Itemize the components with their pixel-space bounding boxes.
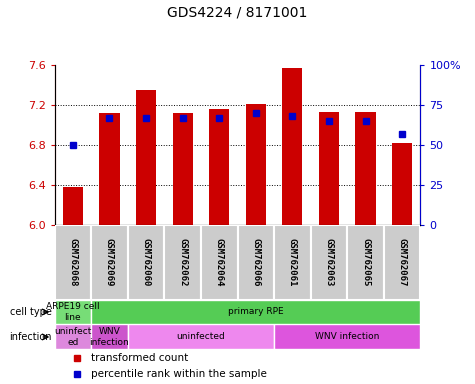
Bar [99,113,120,225]
Bar [201,225,238,300]
Bar [355,112,376,225]
Text: transformed count: transformed count [91,353,189,362]
Text: infection: infection [10,332,52,342]
Text: percentile rank within the sample: percentile rank within the sample [91,369,267,379]
Text: GSM762062: GSM762062 [178,238,187,286]
Text: GSM762067: GSM762067 [398,238,407,286]
Text: ARPE19 cell
line: ARPE19 cell line [46,302,100,322]
Bar [347,225,384,300]
Bar [164,225,201,300]
Bar [55,225,91,300]
Bar [274,324,420,349]
Bar [319,112,339,225]
Text: GSM762061: GSM762061 [288,238,297,286]
Bar [63,187,83,225]
Bar [136,90,156,225]
Text: WNV infection: WNV infection [315,333,380,341]
Bar [246,104,266,225]
Bar [384,225,420,300]
Bar [128,225,164,300]
Text: GDS4224 / 8171001: GDS4224 / 8171001 [167,6,308,20]
Bar [128,324,274,349]
Text: GSM762066: GSM762066 [251,238,260,286]
Bar [238,225,274,300]
Text: GSM762063: GSM762063 [324,238,333,286]
Text: GSM762064: GSM762064 [215,238,224,286]
Bar [172,113,193,225]
Bar [274,225,311,300]
Bar [55,324,91,349]
Bar [209,109,229,225]
Text: GSM762069: GSM762069 [105,238,114,286]
Bar [282,68,303,225]
Text: uninfected: uninfected [177,333,225,341]
Bar [55,300,91,324]
Bar [311,225,347,300]
Text: GSM762068: GSM762068 [68,238,77,286]
Text: GSM762065: GSM762065 [361,238,370,286]
Text: GSM762060: GSM762060 [142,238,151,286]
Text: uninfect
ed: uninfect ed [54,327,92,347]
Text: cell type: cell type [10,307,51,317]
Bar [91,225,128,300]
Text: primary RPE: primary RPE [228,308,284,316]
Bar [91,324,128,349]
Bar [392,143,412,225]
Text: WNV
infection: WNV infection [90,327,129,347]
